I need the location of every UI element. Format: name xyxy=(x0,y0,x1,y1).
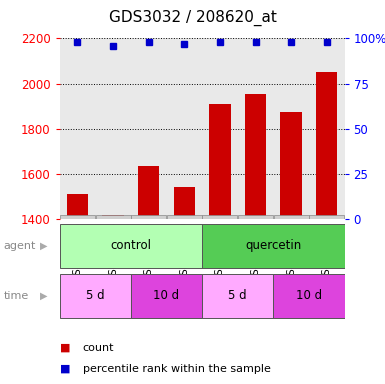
Text: percentile rank within the sample: percentile rank within the sample xyxy=(83,364,271,374)
Bar xyxy=(245,94,266,384)
FancyBboxPatch shape xyxy=(60,223,202,268)
FancyBboxPatch shape xyxy=(60,273,131,318)
Text: quercetin: quercetin xyxy=(245,239,301,252)
FancyBboxPatch shape xyxy=(131,215,166,219)
Bar xyxy=(202,38,238,219)
Text: agent: agent xyxy=(4,241,36,251)
Text: ■: ■ xyxy=(60,343,70,353)
Bar xyxy=(309,38,345,219)
Bar xyxy=(138,166,159,384)
Text: ▶: ▶ xyxy=(40,241,48,251)
FancyBboxPatch shape xyxy=(203,215,238,219)
Text: count: count xyxy=(83,343,114,353)
Text: ▶: ▶ xyxy=(40,291,48,301)
FancyBboxPatch shape xyxy=(202,273,273,318)
Bar xyxy=(95,38,131,219)
FancyBboxPatch shape xyxy=(131,273,202,318)
Text: control: control xyxy=(110,239,151,252)
Text: 5 d: 5 d xyxy=(86,289,105,302)
Text: ■: ■ xyxy=(60,364,70,374)
Text: GDS3032 / 208620_at: GDS3032 / 208620_at xyxy=(109,10,276,26)
Bar xyxy=(238,38,273,219)
Bar xyxy=(273,38,309,219)
FancyBboxPatch shape xyxy=(274,215,309,219)
Bar xyxy=(67,194,88,384)
Bar xyxy=(102,215,124,384)
Bar xyxy=(174,187,195,384)
FancyBboxPatch shape xyxy=(202,223,345,268)
FancyBboxPatch shape xyxy=(238,215,273,219)
Text: 10 d: 10 d xyxy=(154,289,179,302)
Bar xyxy=(166,38,202,219)
FancyBboxPatch shape xyxy=(273,273,345,318)
FancyBboxPatch shape xyxy=(167,215,202,219)
Bar xyxy=(280,112,302,384)
Bar xyxy=(209,104,231,384)
Bar xyxy=(316,72,337,384)
Text: 10 d: 10 d xyxy=(296,289,322,302)
Text: time: time xyxy=(4,291,29,301)
Bar xyxy=(60,38,95,219)
FancyBboxPatch shape xyxy=(60,215,95,219)
FancyBboxPatch shape xyxy=(309,215,344,219)
FancyBboxPatch shape xyxy=(95,215,131,219)
Text: 5 d: 5 d xyxy=(228,289,247,302)
Bar xyxy=(131,38,166,219)
